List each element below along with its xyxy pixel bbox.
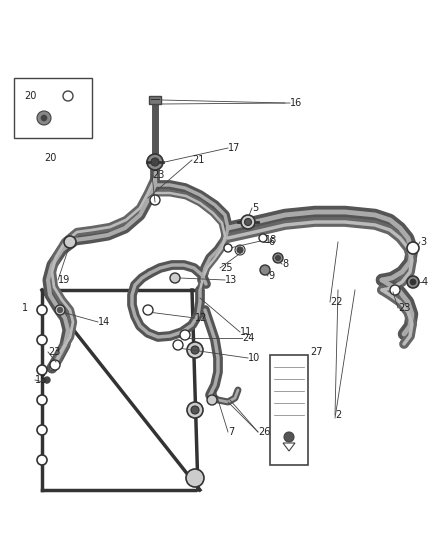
Circle shape	[191, 346, 199, 354]
Circle shape	[259, 234, 267, 242]
Text: 27: 27	[310, 347, 322, 357]
Text: 3: 3	[420, 237, 426, 247]
Text: 13: 13	[225, 275, 237, 285]
Circle shape	[187, 342, 203, 358]
Text: 15: 15	[35, 375, 47, 385]
Text: 1: 1	[22, 303, 28, 313]
Text: 11: 11	[240, 327, 252, 337]
Circle shape	[407, 276, 419, 288]
Circle shape	[37, 335, 47, 345]
Text: 17: 17	[228, 143, 240, 153]
Circle shape	[55, 305, 65, 315]
Circle shape	[180, 330, 190, 340]
Circle shape	[191, 406, 199, 414]
Circle shape	[260, 265, 270, 275]
Text: 24: 24	[242, 333, 254, 343]
Circle shape	[284, 432, 294, 442]
Circle shape	[143, 305, 153, 315]
Bar	[270, 355, 308, 465]
Text: 14: 14	[98, 317, 110, 327]
Circle shape	[390, 285, 400, 295]
Circle shape	[237, 247, 243, 253]
Text: 23: 23	[48, 347, 60, 357]
Bar	[149, 96, 161, 104]
Circle shape	[63, 91, 73, 101]
Circle shape	[44, 377, 50, 383]
Text: 12: 12	[195, 313, 207, 323]
Text: 25: 25	[220, 263, 233, 273]
Circle shape	[241, 215, 255, 229]
Circle shape	[173, 340, 183, 350]
Text: 8: 8	[282, 259, 288, 269]
Text: 22: 22	[330, 297, 343, 307]
Circle shape	[187, 402, 203, 418]
Text: 5: 5	[252, 203, 258, 213]
Circle shape	[37, 365, 47, 375]
Text: 6: 6	[268, 237, 274, 247]
Text: 16: 16	[290, 98, 302, 108]
Circle shape	[186, 469, 204, 487]
Text: 10: 10	[248, 353, 260, 363]
Text: 20: 20	[24, 91, 36, 101]
Text: 4: 4	[422, 277, 428, 287]
Text: 2: 2	[335, 410, 341, 420]
Bar	[14, 78, 92, 138]
Text: 26: 26	[258, 427, 270, 437]
Circle shape	[224, 244, 232, 252]
Circle shape	[37, 395, 47, 405]
Circle shape	[207, 395, 217, 405]
Text: 21: 21	[192, 155, 205, 165]
Circle shape	[50, 360, 60, 370]
Text: 23: 23	[398, 303, 410, 313]
Circle shape	[273, 253, 283, 263]
Circle shape	[37, 455, 47, 465]
Text: 9: 9	[268, 271, 274, 281]
Text: 18: 18	[265, 235, 277, 245]
Circle shape	[64, 236, 76, 248]
Text: 23: 23	[152, 170, 164, 180]
Text: 19: 19	[58, 275, 70, 285]
Circle shape	[37, 305, 47, 315]
Circle shape	[151, 158, 159, 166]
Circle shape	[170, 273, 180, 283]
Circle shape	[57, 308, 63, 312]
Circle shape	[276, 255, 280, 261]
Circle shape	[37, 425, 47, 435]
Circle shape	[410, 279, 416, 285]
Circle shape	[147, 154, 163, 170]
Circle shape	[37, 111, 51, 125]
Text: 20: 20	[44, 153, 57, 163]
Circle shape	[150, 195, 160, 205]
Text: 7: 7	[228, 427, 234, 437]
Circle shape	[244, 219, 251, 225]
Circle shape	[41, 115, 47, 121]
Circle shape	[407, 242, 419, 254]
